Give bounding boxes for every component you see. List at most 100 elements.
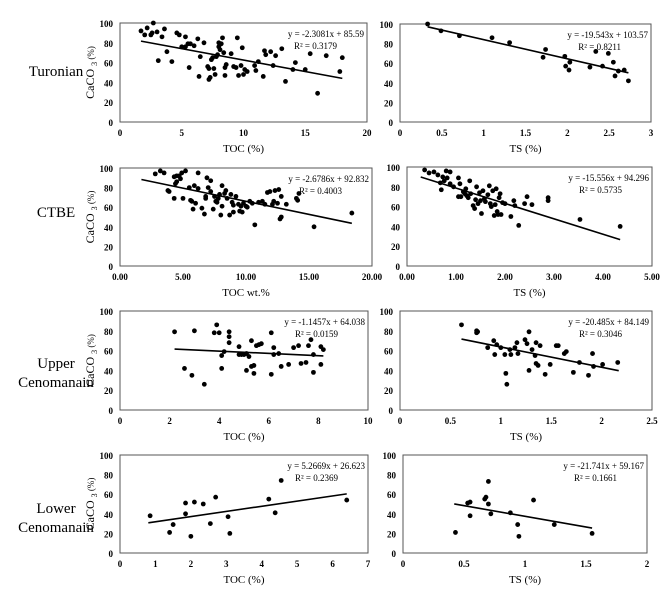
data-point bbox=[272, 510, 278, 516]
y-tick-label: 40 bbox=[384, 366, 394, 376]
data-point bbox=[186, 65, 192, 70]
data-point bbox=[216, 330, 222, 336]
chart-turonian-toc: 0 20 40 60 80 100 0 5 10 15 20 TOC (%) CaCO 3 (%) y =… bbox=[83, 19, 373, 155]
data-point bbox=[154, 29, 160, 35]
y-tick-label: 40 bbox=[104, 510, 114, 520]
data-point bbox=[615, 360, 621, 365]
data-point bbox=[207, 521, 213, 526]
chart-ctbe-toc: 0 20 40 60 80 100 0.00 5.00 10.00 15.00 20.00 TOC w… bbox=[83, 164, 383, 299]
data-point bbox=[234, 35, 240, 41]
x-tick-label: 10 bbox=[239, 128, 249, 138]
data-point bbox=[174, 179, 180, 185]
x-tick-label: 4.00 bbox=[595, 272, 611, 282]
y-tick-label: 60 bbox=[104, 59, 114, 69]
data-point bbox=[467, 513, 473, 519]
data-point bbox=[150, 20, 156, 26]
x-tick-label: 1.5 bbox=[580, 559, 592, 569]
x-tick-label: 20 bbox=[363, 128, 373, 138]
data-point bbox=[236, 73, 241, 78]
data-point bbox=[563, 349, 569, 354]
chart-turonian-ts: 0 20 40 60 80 100 0 0.5 1 1.5 2 2.5 3 TS (%) y = -19.5… bbox=[380, 20, 654, 155]
data-point bbox=[172, 329, 177, 335]
x-tick-label: 4 bbox=[259, 559, 264, 569]
data-point bbox=[529, 347, 535, 353]
data-point bbox=[239, 209, 245, 215]
data-point bbox=[189, 372, 195, 378]
data-point bbox=[233, 194, 239, 199]
data-point bbox=[444, 175, 450, 181]
data-point bbox=[238, 63, 244, 68]
trend-line bbox=[174, 348, 324, 357]
data-point bbox=[166, 189, 172, 194]
row-label-lower-cenomanain: Lower Cenomanain bbox=[18, 501, 94, 536]
data-point bbox=[533, 340, 539, 346]
data-point bbox=[339, 55, 345, 61]
r-squared-label: R² = 0.2369 bbox=[295, 473, 339, 483]
y-tick-label: 60 bbox=[104, 203, 114, 213]
y-tick-label: 60 bbox=[384, 347, 394, 357]
data-point bbox=[178, 176, 183, 182]
data-point bbox=[188, 533, 194, 539]
y-axis-label: CaCO 3 (%) bbox=[83, 191, 99, 244]
data-point bbox=[176, 32, 182, 38]
y-tick-label: 80 bbox=[104, 184, 114, 194]
data-point bbox=[226, 334, 232, 340]
x-tick-label: 6 bbox=[267, 416, 272, 426]
data-point bbox=[266, 496, 272, 502]
data-point bbox=[308, 337, 314, 343]
y-tick-label: 20 bbox=[104, 242, 114, 252]
data-point bbox=[183, 168, 188, 174]
data-point bbox=[190, 206, 196, 212]
data-point bbox=[193, 200, 198, 206]
data-point bbox=[514, 340, 520, 346]
data-point bbox=[478, 198, 483, 204]
data-point bbox=[262, 48, 267, 54]
data-point bbox=[227, 531, 233, 536]
x-tick-label: 0.5 bbox=[458, 559, 470, 569]
trend-line bbox=[427, 26, 629, 74]
y-tick-label: 100 bbox=[380, 307, 394, 317]
data-point bbox=[204, 175, 210, 181]
plot-frame bbox=[119, 22, 368, 123]
data-point bbox=[263, 52, 269, 58]
data-point bbox=[162, 26, 167, 32]
data-point bbox=[260, 74, 266, 79]
x-tick-label: 8 bbox=[316, 416, 321, 426]
x-tick-label: 2.00 bbox=[497, 272, 513, 282]
x-tick-label: 15.00 bbox=[299, 272, 320, 282]
data-point bbox=[217, 47, 223, 53]
data-point bbox=[307, 51, 313, 57]
data-point bbox=[278, 364, 284, 369]
data-point bbox=[202, 211, 207, 217]
y-tick-label: 60 bbox=[104, 347, 114, 357]
data-point bbox=[187, 41, 193, 47]
data-point bbox=[191, 43, 197, 49]
data-point bbox=[453, 530, 458, 535]
data-point bbox=[278, 194, 284, 199]
y-tick-label: 0 bbox=[109, 262, 114, 272]
data-point bbox=[480, 188, 486, 194]
y-tick-label: 60 bbox=[384, 59, 394, 69]
r-squared-label: R² = 0.3179 bbox=[294, 41, 338, 51]
x-axis-label: TOC (%) bbox=[223, 431, 264, 443]
x-tick-label: 0.00 bbox=[399, 272, 415, 282]
y-tick-label: 100 bbox=[100, 451, 114, 461]
x-axis-label: TOC (%) bbox=[223, 574, 264, 586]
data-point bbox=[567, 59, 573, 65]
y-tick-label: 80 bbox=[104, 327, 114, 337]
data-point bbox=[206, 66, 212, 71]
row-label-ctbe: CTBE bbox=[36, 205, 76, 221]
data-point bbox=[271, 198, 277, 204]
data-point bbox=[467, 499, 473, 505]
data-point bbox=[195, 170, 201, 176]
y-tick-label: 20 bbox=[104, 529, 114, 539]
plot-frame bbox=[119, 454, 369, 554]
data-point bbox=[488, 204, 494, 209]
data-point bbox=[349, 210, 355, 216]
data-point bbox=[493, 186, 499, 192]
data-point bbox=[220, 35, 225, 41]
data-point bbox=[233, 65, 239, 70]
data-point bbox=[543, 47, 548, 52]
data-point bbox=[214, 322, 220, 328]
y-tick-label: 40 bbox=[384, 79, 394, 89]
